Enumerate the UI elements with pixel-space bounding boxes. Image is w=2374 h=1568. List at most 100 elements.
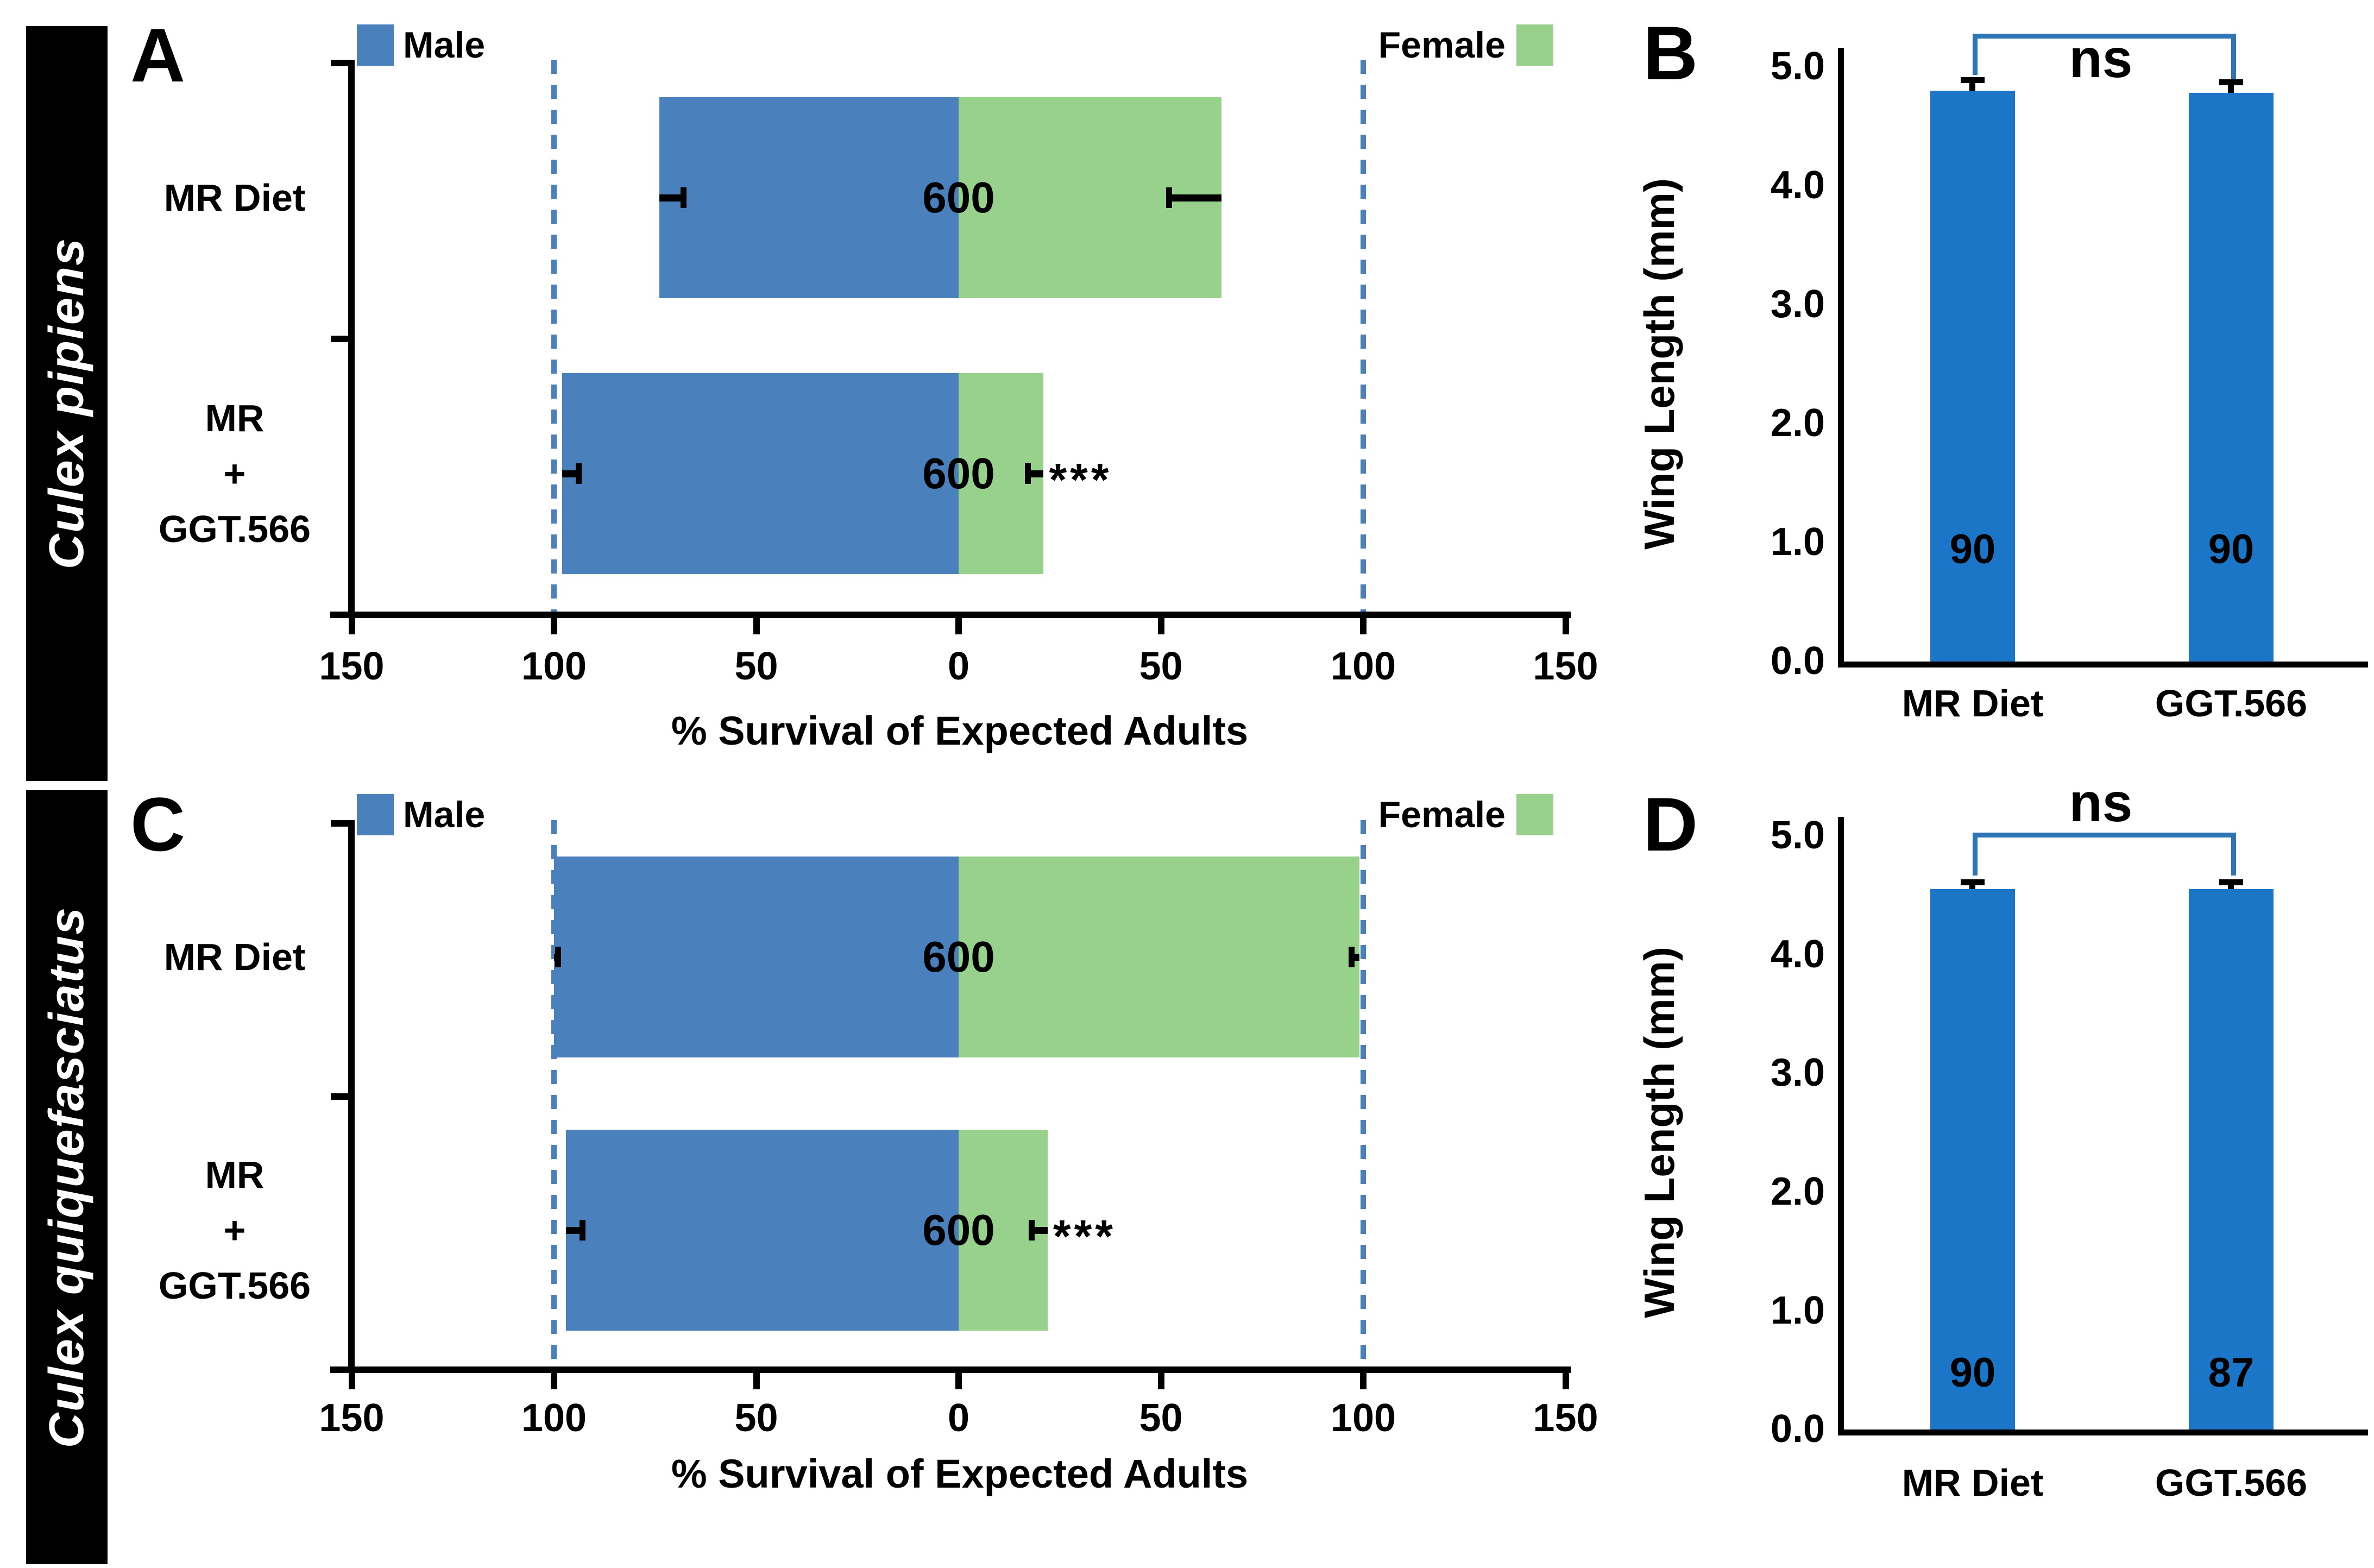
y-tick-label-D-5: 0.0	[1770, 1407, 1825, 1451]
x-tick-A-5	[1360, 618, 1367, 634]
x-axis-D	[1838, 1430, 2368, 1435]
category-label-A-0: MR Diet	[163, 177, 306, 219]
reference-line-A-1	[1361, 60, 1366, 612]
error-cap-D-0	[1961, 879, 1985, 886]
bar-count-C-0: 600	[922, 932, 995, 981]
y-tick-label-D-1: 4.0	[1770, 932, 1825, 976]
bar-count-D-0: 90	[1949, 1349, 1996, 1396]
y-axis-title-b: Wing Length (mm)	[1635, 178, 1683, 550]
x-tick-label-C-4: 50	[1139, 1396, 1183, 1440]
error-cap-female-A-1	[1024, 463, 1031, 484]
error-line-B-0	[1969, 78, 1975, 91]
category-label-A-1: MR + GGT.566	[158, 397, 311, 550]
x-tick-C-4	[1157, 1373, 1164, 1389]
y-axis-category-tick-A-1	[331, 336, 348, 342]
bar-male-C-0	[554, 856, 959, 1057]
bracket-drop-right-B	[2231, 34, 2236, 79]
x-tick-label-C-2: 50	[734, 1396, 778, 1440]
bar-count-C-1: 600	[922, 1205, 995, 1254]
bar-B-1	[2189, 93, 2274, 662]
error-cap-female-C-0	[1348, 946, 1355, 967]
bar-count-B-1: 90	[2208, 526, 2255, 572]
x-tick-label-A-1: 100	[521, 645, 587, 689]
bar-count-A-1: 600	[922, 449, 995, 498]
category-label-B-0: MR Diet	[1901, 682, 2044, 725]
x-tick-label-C-5: 100	[1330, 1396, 1396, 1440]
bracket-drop-left-D	[1973, 833, 1978, 876]
error-cap-female-C-1	[1029, 1219, 1035, 1240]
x-tick-C-0	[348, 1373, 355, 1389]
legend-male-label-c: Male	[403, 794, 486, 835]
error-cap-D-1	[2219, 879, 2243, 886]
x-tick-C-3	[955, 1373, 962, 1389]
x-tick-A-3	[955, 618, 962, 634]
x-axis-C	[330, 1367, 1571, 1373]
error-line-male-A-0	[659, 194, 684, 201]
bar-B-0	[1930, 90, 2015, 662]
x-axis-B	[1838, 662, 2368, 667]
panel-letter-b: B	[1643, 10, 1698, 96]
reference-line-C-0	[551, 820, 557, 1367]
sidebar-culex-pipiens: Culex pipiens	[26, 26, 108, 781]
x-tick-A-4	[1157, 618, 1164, 634]
error-cap-male-C-0	[555, 946, 562, 967]
y-axis-category-tick-A-0	[331, 60, 348, 66]
bar-male-C-1	[566, 1129, 959, 1331]
reference-line-A-0	[551, 60, 557, 612]
category-label-B-1: GGT.566	[2155, 682, 2308, 725]
y-axis-title-d: Wing Length (mm)	[1635, 947, 1683, 1318]
x-tick-A-6	[1562, 618, 1569, 634]
y-tick-label-D-2: 3.0	[1770, 1051, 1825, 1095]
x-axis-A	[330, 612, 1571, 618]
bar-count-B-0: 90	[1949, 526, 1996, 572]
ns-label-b: ns	[2069, 28, 2133, 89]
y-tick-label-B-3: 2.0	[1770, 401, 1825, 445]
panel-letter-a: A	[130, 12, 186, 98]
x-tick-label-A-2: 50	[734, 645, 778, 689]
category-label-C-1: MR + GGT.566	[158, 1153, 311, 1307]
bar-male-A-0	[659, 97, 959, 298]
x-tick-C-5	[1360, 1373, 1367, 1389]
legend-male-label-a: Male	[403, 24, 486, 66]
significance-A-1: ***	[1049, 454, 1112, 506]
y-tick-label-D-0: 5.0	[1770, 814, 1825, 858]
error-cap-male-A-1	[575, 463, 582, 484]
y-tick-label-B-2: 3.0	[1770, 282, 1825, 326]
y-tick-label-B-1: 4.0	[1770, 163, 1825, 207]
y-tick-label-B-0: 5.0	[1770, 45, 1825, 89]
y-tick-label-B-5: 0.0	[1770, 639, 1825, 683]
y-axis-category-tick-C-0	[331, 820, 348, 827]
ns-label-d: ns	[2069, 772, 2133, 833]
bracket-line-D	[1973, 833, 2236, 837]
legend-male-swatch-a	[357, 24, 394, 66]
bracket-drop-left-B	[1973, 34, 1978, 75]
error-line-female-A-0	[1169, 194, 1222, 201]
sidebar-culex-quiquefasciatus: Culex quiquefasciatus	[26, 790, 108, 1564]
category-label-D-1: GGT.566	[2155, 1461, 2308, 1504]
x-tick-C-2	[753, 1373, 760, 1389]
x-tick-label-A-4: 50	[1139, 645, 1183, 689]
y-axis-C	[348, 820, 355, 1373]
y-axis-B	[1838, 48, 1844, 667]
x-tick-A-2	[753, 618, 760, 634]
legend-female-label-c: Female	[1378, 794, 1506, 835]
x-tick-A-0	[348, 618, 355, 634]
x-tick-label-A-6: 150	[1533, 645, 1598, 689]
legend-female-label-a: Female	[1378, 24, 1506, 66]
error-line-male-C-1	[566, 1226, 583, 1234]
x-axis-title-a: % Survival of Expected Adults	[671, 708, 1249, 753]
panel-letter-d: D	[1643, 782, 1698, 867]
x-tick-C-6	[1562, 1373, 1569, 1389]
bar-female-C-0	[959, 856, 1359, 1057]
x-tick-label-C-6: 150	[1533, 1396, 1598, 1440]
bar-count-D-1: 87	[2208, 1349, 2255, 1396]
bracket-line-B	[1973, 34, 2236, 39]
error-cap-male-C-1	[580, 1219, 586, 1240]
error-line-female-A-1	[1027, 470, 1044, 477]
legend-female-swatch-a	[1516, 24, 1553, 66]
bracket-drop-right-D	[2231, 833, 2236, 876]
species-label-top: Culex pipiens	[39, 237, 94, 570]
error-cap-B-0	[1961, 77, 1985, 83]
reference-line-C-1	[1361, 820, 1366, 1367]
x-tick-label-A-3: 0	[947, 645, 970, 689]
